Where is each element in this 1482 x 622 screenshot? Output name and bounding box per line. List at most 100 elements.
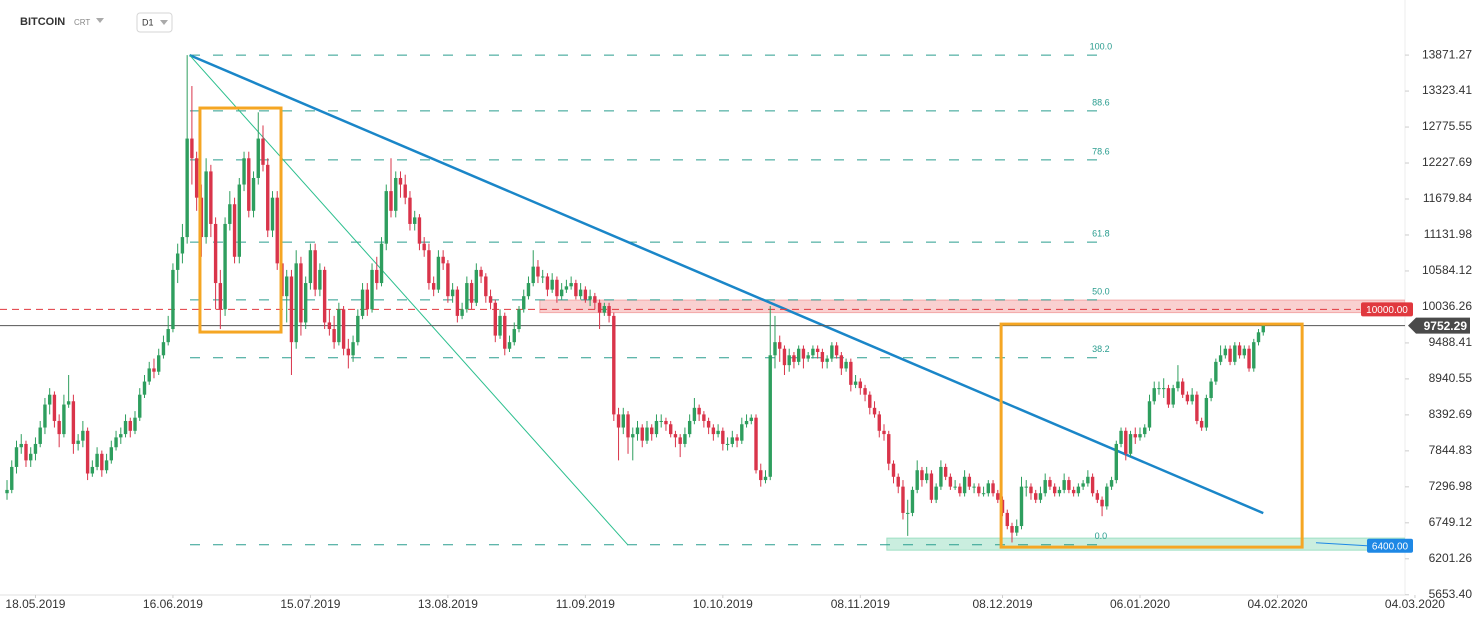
y-tick-label: 10036.26 xyxy=(1422,299,1472,313)
fib-label: 88.6 xyxy=(1092,97,1110,107)
candle-body xyxy=(43,404,47,428)
candle-body xyxy=(33,443,38,454)
y-tick-label: 11131.98 xyxy=(1424,227,1473,241)
candle-body xyxy=(631,434,635,438)
candle-body xyxy=(1048,480,1052,487)
candle-body xyxy=(1185,394,1190,402)
candle-body xyxy=(1162,388,1166,390)
candle-body xyxy=(14,447,19,467)
candle-body xyxy=(175,253,180,270)
candle-body xyxy=(114,437,118,448)
candle-body xyxy=(318,269,322,290)
candle-body xyxy=(275,197,279,264)
candle-body xyxy=(194,158,199,198)
candle-body xyxy=(792,355,796,362)
candle-body xyxy=(408,197,412,224)
candle-body xyxy=(104,460,109,471)
candle-body xyxy=(413,217,417,224)
candle-body xyxy=(702,414,706,421)
y-tick-label: 10584.12 xyxy=(1422,263,1472,277)
candle-body xyxy=(773,342,777,356)
y-tick-label: 5653.40 xyxy=(1429,587,1473,601)
y-tick-label: 7844.83 xyxy=(1429,443,1473,457)
fib-label: 78.6 xyxy=(1092,146,1110,156)
candle-body xyxy=(920,470,924,481)
candle-body xyxy=(1124,430,1128,454)
candle-body xyxy=(237,184,242,257)
candle-body xyxy=(365,289,369,310)
candle-body xyxy=(1024,486,1028,488)
x-tick-label: 04.03.2020 xyxy=(1385,597,1445,611)
candle-body xyxy=(379,243,384,284)
candle-body xyxy=(71,401,76,444)
candle-body xyxy=(1171,388,1175,405)
candle-body xyxy=(616,414,621,428)
candle-body xyxy=(522,296,526,310)
candle-body xyxy=(1143,427,1147,435)
candle-body xyxy=(232,204,237,257)
candle-body xyxy=(185,138,189,238)
interval-selector[interactable] xyxy=(136,12,173,33)
candle-body xyxy=(815,348,820,353)
candle-body xyxy=(1062,480,1066,490)
candle-body xyxy=(100,453,104,471)
candle-body xyxy=(668,424,673,435)
candle-body xyxy=(123,420,128,435)
candle-body xyxy=(593,296,597,303)
candle-body xyxy=(441,256,445,264)
candle-body xyxy=(820,352,825,362)
candle-body xyxy=(839,355,844,369)
candle-body xyxy=(1199,420,1204,428)
candle-body xyxy=(754,417,758,471)
candle-body xyxy=(261,138,265,165)
candle-body xyxy=(247,158,251,211)
candle-body xyxy=(270,197,275,231)
candle-body xyxy=(901,486,905,513)
candle-body xyxy=(972,486,976,488)
candle-body xyxy=(906,512,910,514)
y-tick-label: 8392.69 xyxy=(1429,407,1473,421)
y-tick-label: 6749.12 xyxy=(1429,515,1473,529)
candle-body xyxy=(209,171,213,224)
candle-body xyxy=(62,404,66,435)
candle-body xyxy=(398,177,403,185)
source-dropdown[interactable] xyxy=(96,18,104,23)
candle-body xyxy=(759,470,763,481)
candle-body xyxy=(90,466,95,474)
candle-body xyxy=(725,443,730,445)
candle-body xyxy=(640,427,644,441)
y-tick-label: 9488.41 xyxy=(1429,335,1473,349)
candle-body xyxy=(422,243,426,251)
price-label-box xyxy=(1361,302,1413,317)
candle-body xyxy=(204,171,208,238)
candle-body xyxy=(1105,486,1109,507)
candle-body xyxy=(550,279,554,290)
candle-body xyxy=(474,269,479,303)
candle-body xyxy=(801,348,806,359)
candle-body xyxy=(157,355,161,372)
candle-body xyxy=(465,283,469,310)
candle-body xyxy=(896,476,900,487)
candle-body xyxy=(10,466,14,490)
candle-body xyxy=(1010,526,1014,533)
candle-body xyxy=(1247,348,1251,369)
candle-body xyxy=(256,138,260,178)
candle-body xyxy=(825,358,829,362)
candle-body xyxy=(299,263,303,323)
candle-body xyxy=(76,440,80,444)
candle-body xyxy=(223,223,227,310)
zone xyxy=(539,299,1405,314)
candle-body xyxy=(583,289,588,300)
candle-body xyxy=(484,276,488,297)
candle-body xyxy=(1176,381,1180,389)
candle-body xyxy=(962,476,967,494)
candle-body xyxy=(996,493,1000,500)
candle-body xyxy=(1166,388,1171,405)
fib-label: 50.0 xyxy=(1092,286,1110,296)
candle-body xyxy=(877,414,881,431)
candle-body xyxy=(242,158,246,185)
interval-dropdown xyxy=(160,20,168,25)
candle-body xyxy=(337,309,341,343)
instrument: BITCOIN xyxy=(20,16,65,28)
